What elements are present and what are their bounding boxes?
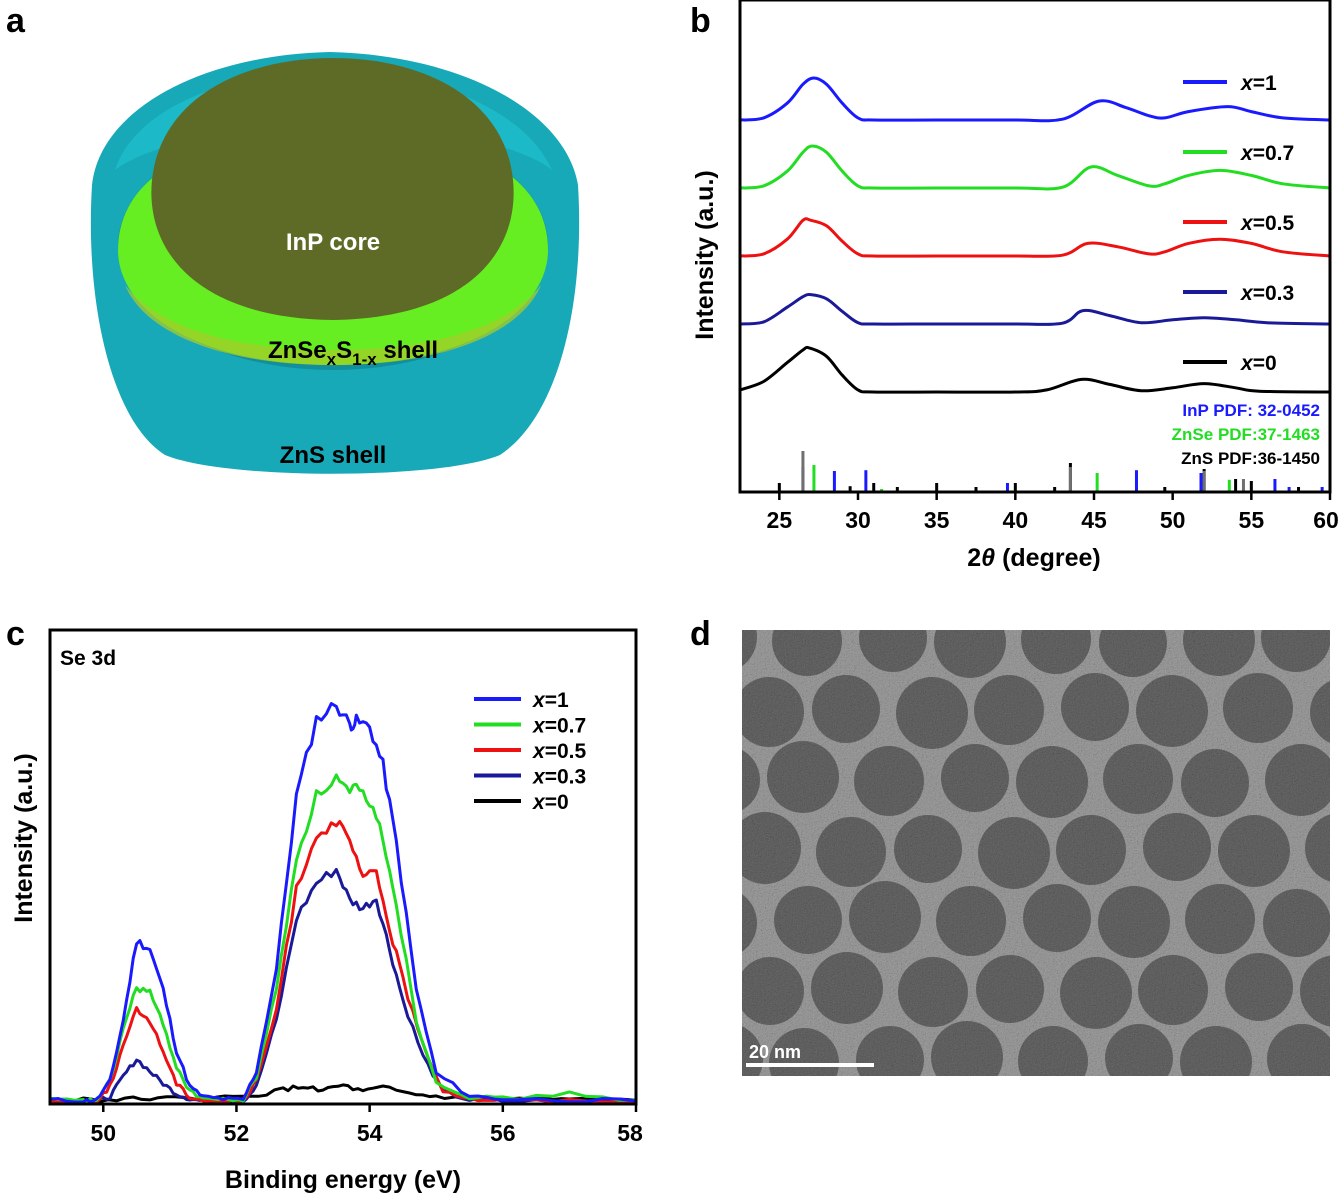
xps-x-axis-label: Binding energy (eV) [225, 1166, 461, 1194]
xrd-legend-label-4: x=0 [1240, 352, 1277, 375]
xps-series-line-3 [49, 868, 637, 1104]
xps-legend-label-2: x=0.5 [532, 740, 586, 763]
xrd-tick-label-4: 45 [1081, 507, 1107, 533]
xrd-tick-label-2: 35 [924, 507, 950, 533]
panel-label-a: a [6, 2, 26, 40]
xps-legend-label-0: x=1 [532, 689, 569, 712]
xps-chart: 50 52 54 56 58 Se 3d x=1 x=0.7x=0.5 x=0.3x=0 B… [10, 628, 643, 1194]
xps-series-line-0 [49, 702, 637, 1104]
xrd-tick-label-7: 60 [1313, 507, 1339, 533]
scale-bar [746, 1063, 874, 1067]
xps-legend-label-4: x=0 [532, 791, 569, 814]
xps-tick-label-4: 58 [617, 1120, 643, 1146]
xps-series-line-1 [49, 773, 637, 1104]
mid-shell-shadow [125, 285, 541, 365]
core-label: InP core [286, 229, 380, 256]
scale-bar-label: 20 nm [749, 1042, 801, 1062]
xrd-chart: 25 30 35 40 45 50 55 60 x=1 x=0.7 x=0.5 x=0.3 x=0 I… [691, 0, 1339, 572]
xrd-tick-label-6: 55 [1239, 507, 1265, 533]
ref-label-znse: ZnSe PDF:37-1463 [1172, 425, 1320, 444]
core-shape [151, 58, 514, 320]
mid-shell-label: ZnSexS1-x shell [268, 337, 438, 369]
xrd-series-line-0 [739, 76, 1331, 123]
xrd-series-line-1 [739, 144, 1331, 191]
xps-legend-label-3: x=0.3 [532, 766, 586, 789]
xps-tick-label-3: 56 [490, 1120, 516, 1146]
xrd-legend-label-1: x=0.7 [1240, 142, 1294, 165]
xps-legend: x=1 x=0.7x=0.5 x=0.3x=0 [474, 689, 586, 814]
xrd-legend: x=1 x=0.7 x=0.5 x=0.3 x=0 [1183, 72, 1294, 375]
xrd-series-line-2 [739, 217, 1331, 258]
panel-label-b: b [690, 2, 711, 40]
xrd-series-group [739, 76, 1331, 394]
ref-label-inp: InP PDF: 32-0452 [1182, 401, 1320, 420]
xrd-tick-label-5: 50 [1160, 507, 1186, 533]
xrd-x-ticks: 25 30 35 40 45 50 55 60 [767, 492, 1339, 533]
xps-tick-label-0: 50 [90, 1120, 116, 1146]
xrd-x-axis-label: 2θ (degree) [967, 544, 1100, 572]
panel-label-d: d [690, 615, 711, 653]
ref-label-zns: ZnS PDF:36-1450 [1181, 449, 1320, 468]
panel-label-c: c [6, 615, 25, 653]
xrd-legend-label-2: x=0.5 [1240, 212, 1294, 235]
outer-shell-label: ZnS shell [280, 442, 387, 469]
xps-series-group [49, 702, 637, 1104]
xrd-plot-frame [738, 0, 1332, 494]
tem-grain [742, 630, 1330, 1076]
xrd-series-line-4 [739, 345, 1331, 394]
xps-legend-label-1: x=0.7 [532, 715, 586, 738]
xrd-reference-group [777, 451, 1324, 491]
xps-tick-label-2: 54 [357, 1120, 383, 1146]
tem-image: 20 nm [742, 630, 1330, 1076]
xps-plot-frame [48, 628, 638, 1106]
xps-chart-title: Se 3d [60, 647, 116, 670]
xps-y-axis-label: Intensity (a.u.) [10, 753, 38, 922]
xrd-legend-label-3: x=0.3 [1240, 282, 1294, 305]
xrd-tick-label-3: 40 [1003, 507, 1029, 533]
xrd-tick-label-0: 25 [767, 507, 793, 533]
core-shell-diagram: InP core ZnSexS1-x shell ZnS shell [90, 52, 580, 474]
xps-tick-label-1: 52 [224, 1120, 250, 1146]
xrd-y-axis-label: Intensity (a.u.) [691, 170, 719, 339]
xrd-tick-label-1: 30 [845, 507, 871, 533]
xrd-legend-label-0: x=1 [1240, 72, 1277, 95]
xrd-series-line-3 [739, 293, 1331, 326]
xps-x-ticks: 50 52 54 56 58 [90, 1104, 643, 1146]
